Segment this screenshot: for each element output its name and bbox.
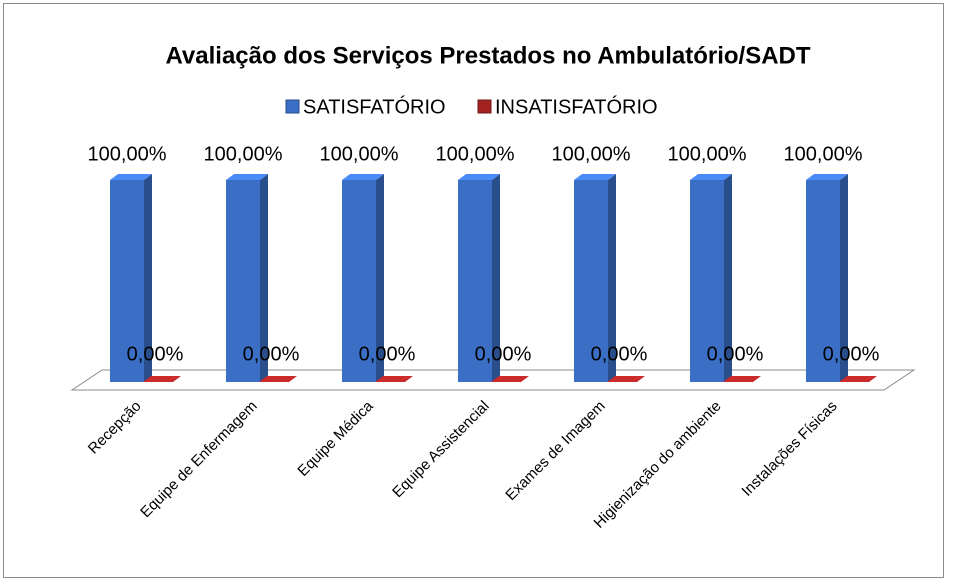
bar-top — [607, 376, 645, 382]
value-label: 100,00% — [436, 143, 515, 165]
bar-front — [458, 180, 492, 382]
bar-top — [839, 376, 877, 382]
bar-side — [608, 174, 616, 382]
bar-top — [110, 174, 152, 180]
value-label: 100,00% — [552, 143, 631, 165]
legend-swatch — [477, 99, 492, 114]
bar-top — [723, 376, 761, 382]
bar-top — [491, 376, 529, 382]
bar-top — [458, 174, 500, 180]
legend-swatch — [285, 99, 300, 114]
value-label: 0,00% — [591, 343, 648, 365]
bar-side — [840, 174, 848, 382]
bar-front — [110, 180, 144, 382]
bar-side — [376, 174, 384, 382]
bar-top — [574, 174, 616, 180]
legend-label: INSATISFATÓRIO — [495, 95, 658, 118]
bar-top — [806, 174, 848, 180]
bar-top — [690, 174, 732, 180]
value-label: 0,00% — [475, 343, 532, 365]
bar-top — [143, 376, 181, 382]
chart-title: Avaliação dos Serviços Prestados no Ambu… — [165, 42, 810, 69]
bar-side — [492, 174, 500, 382]
bar-top — [375, 376, 413, 382]
bar-top — [226, 174, 268, 180]
value-label: 100,00% — [320, 143, 399, 165]
value-label: 0,00% — [359, 343, 416, 365]
value-label: 0,00% — [707, 343, 764, 365]
value-label: 0,00% — [127, 343, 184, 365]
bar-side — [260, 174, 268, 382]
bar-side — [144, 174, 152, 382]
bar-front — [342, 180, 376, 382]
value-label: 0,00% — [823, 343, 880, 365]
bar-top — [342, 174, 384, 180]
legend-label: SATISFATÓRIO — [303, 95, 446, 118]
bar-front — [806, 180, 840, 382]
bar-front — [226, 180, 260, 382]
value-label: 100,00% — [204, 143, 283, 165]
value-label: 100,00% — [784, 143, 863, 165]
bar-front — [690, 180, 724, 382]
bar-top — [259, 376, 297, 382]
bar-front — [574, 180, 608, 382]
bar-side — [724, 174, 732, 382]
value-label: 0,00% — [243, 343, 300, 365]
value-label: 100,00% — [88, 143, 167, 165]
value-label: 100,00% — [668, 143, 747, 165]
